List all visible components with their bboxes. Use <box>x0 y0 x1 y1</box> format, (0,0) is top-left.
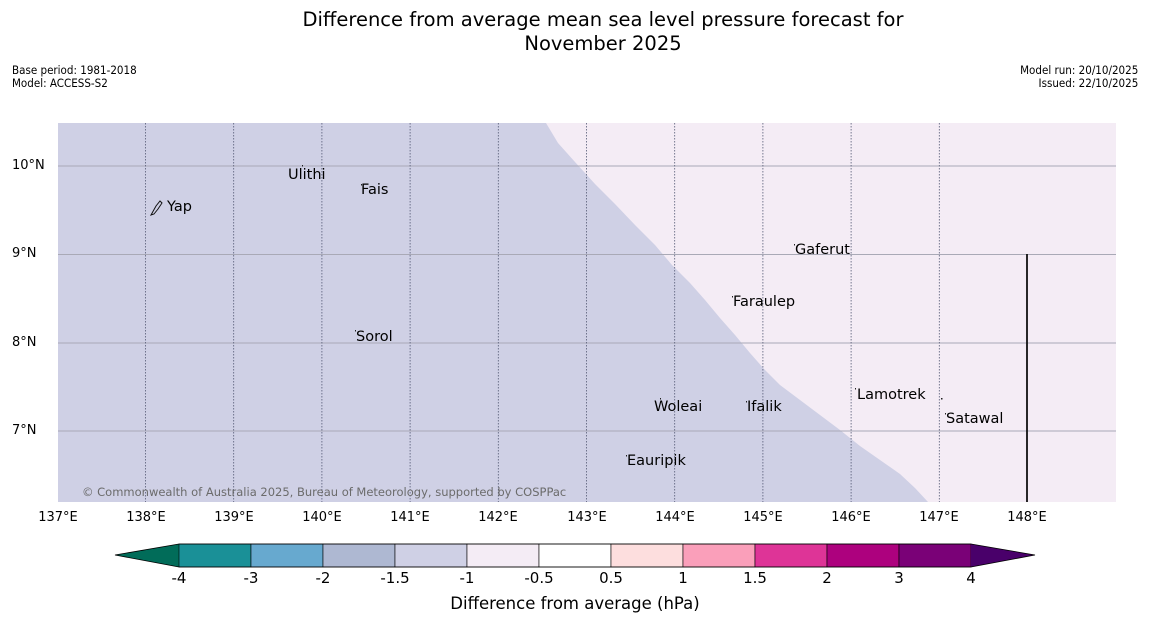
lon-tick-139e: 139°E <box>214 510 254 525</box>
colorbar-label: -1.5 <box>380 569 410 587</box>
colorbar-label: 1.5 <box>743 569 767 587</box>
lon-tick-140e: 140°E <box>302 510 342 525</box>
colorbar-low-extend <box>115 544 179 567</box>
place-label-eauripik: Eauripik <box>627 453 686 469</box>
place-label-woleai: Woleai <box>654 399 703 415</box>
colorbar-bin <box>754 543 828 568</box>
map-title-line-1: Difference from average mean sea level p… <box>302 8 904 31</box>
elato-marker <box>941 398 943 400</box>
lon-tick-147e: 147°E <box>919 510 959 525</box>
colorbar-label: 3 <box>894 569 904 587</box>
lon-tick-144e: 144°E <box>655 510 695 525</box>
woleai-marker <box>660 398 661 400</box>
longitude-gridlines <box>145 123 940 502</box>
colorbar <box>114 543 1036 568</box>
place-label-satawal: Satawal <box>946 411 1004 427</box>
colorbar-label: -1 <box>459 569 475 587</box>
meta-left: Base period: 1981-2018 Model: ACCESS-S2 <box>12 64 137 90</box>
colorbar-label: 2 <box>822 569 832 587</box>
colorbar-label: 1 <box>678 569 688 587</box>
issued-date: Issued: 22/10/2025 <box>1038 76 1138 90</box>
colorbar-bin <box>610 543 684 568</box>
lat-tick-7n: 7°N <box>12 423 37 438</box>
lon-tick-146e: 146°E <box>831 510 871 525</box>
map-title: Difference from average mean sea level p… <box>0 8 1150 56</box>
place-label-yap: Yap <box>167 199 192 215</box>
colorbar-bin <box>682 543 756 568</box>
colorbar-bin <box>466 543 540 568</box>
place-label-gaferut: Gaferut <box>795 242 850 258</box>
place-label-ifalik: Ifalik <box>747 399 782 415</box>
lon-tick-143e: 143°E <box>567 510 607 525</box>
colorbar-label: -3 <box>243 569 259 587</box>
lat-tick-9n: 9°N <box>12 246 37 261</box>
fais-marker <box>361 184 362 186</box>
anomaly-region-west <box>58 123 928 502</box>
place-label-ulithi: Ulithi <box>288 167 326 183</box>
yap-island-outline <box>149 200 163 216</box>
colorbar-label: 0.5 <box>599 569 623 587</box>
lon-tick-148e: 148°E <box>1007 510 1047 525</box>
satawal-marker <box>945 413 946 415</box>
colorbar-high-extend <box>971 544 1035 567</box>
colorbar-label: -4 <box>171 569 187 587</box>
lon-tick-142e: 142°E <box>478 510 518 525</box>
colorbar-label: -0.5 <box>524 569 554 587</box>
colorbar-label: -2 <box>315 569 331 587</box>
eauripik-marker <box>626 455 627 457</box>
lon-tick-141e: 141°E <box>390 510 430 525</box>
lon-tick-145e: 145°E <box>743 510 783 525</box>
place-label-sorol: Sorol <box>356 329 393 345</box>
gaferut-marker <box>794 244 795 246</box>
colorbar-bin <box>826 543 900 568</box>
colorbar-bin <box>394 543 468 568</box>
lat-tick-10n: 10°N <box>12 158 45 173</box>
ulithi-marker <box>302 165 303 167</box>
latitude-gridlines <box>58 165 1116 432</box>
ifalik-marker <box>746 401 747 403</box>
place-label-fais: Fais <box>361 182 389 198</box>
place-label-faraulep: Faraulep <box>733 294 796 310</box>
lon-tick-137e: 137°E <box>38 510 78 525</box>
lamotrek-marker <box>855 388 856 390</box>
island-markers <box>149 165 946 457</box>
copyright-notice: © Commonwealth of Australia 2025, Bureau… <box>82 485 567 499</box>
faraulep-marker <box>732 296 733 298</box>
sorol-marker <box>355 330 356 332</box>
meta-right: Model run: 20/10/2025 Issued: 22/10/2025 <box>1020 64 1138 90</box>
lat-tick-8n: 8°N <box>12 335 37 350</box>
colorbar-bin <box>178 543 252 568</box>
colorbar-bin <box>250 543 324 568</box>
base-period: Base period: 1981-2018 <box>12 63 137 77</box>
colorbar-bin <box>898 543 972 568</box>
colorbar-label: 4 <box>966 569 976 587</box>
colorbar-bin <box>322 543 396 568</box>
colorbar-bin <box>538 543 612 568</box>
lon-tick-138e: 138°E <box>126 510 166 525</box>
colorbar-title: Difference from average (hPa) <box>450 594 700 613</box>
colorbar-outline <box>114 543 1036 568</box>
map-title-line-2: November 2025 <box>524 32 682 55</box>
place-label-lamotrek: Lamotrek <box>857 387 926 403</box>
model-name: Model: ACCESS-S2 <box>12 76 108 90</box>
model-run: Model run: 20/10/2025 <box>1019 63 1138 77</box>
